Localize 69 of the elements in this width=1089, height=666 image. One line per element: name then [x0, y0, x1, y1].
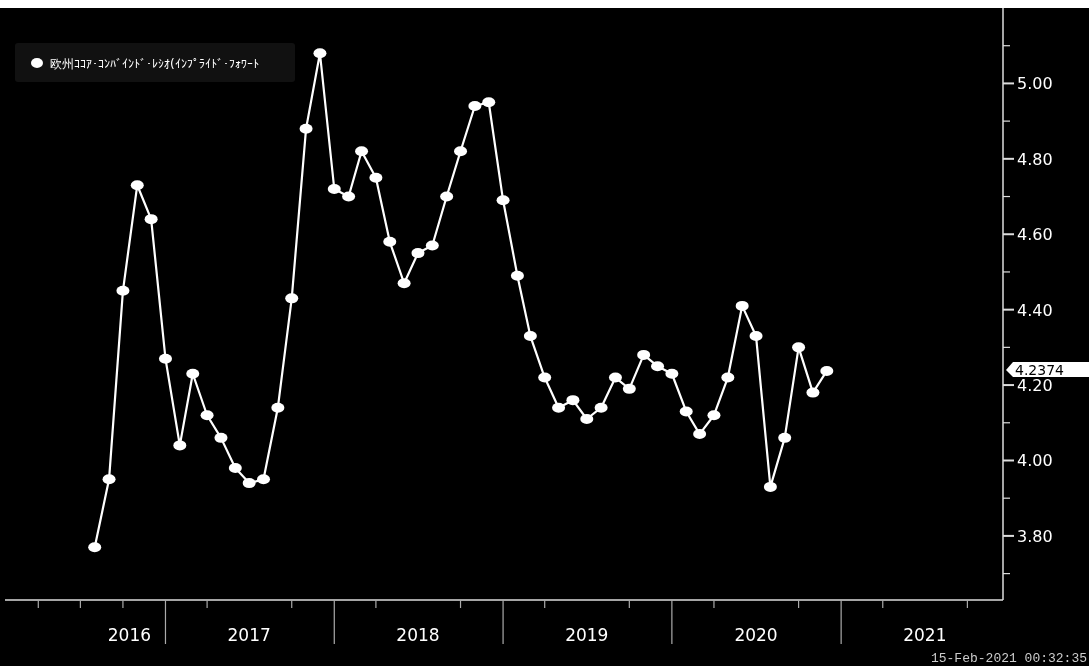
x-tick-label: 2016: [107, 625, 152, 645]
point: [523, 331, 537, 342]
point: [496, 195, 510, 206]
point: [763, 481, 777, 492]
y-tick-label: 4.20: [1017, 376, 1053, 396]
point: [594, 402, 608, 413]
point: [622, 383, 636, 394]
point: [369, 172, 383, 183]
point: [749, 331, 763, 342]
legend-label: 欧州ｺｺｱ･ｺﾝﾊﾞｲﾝﾄﾞ･ﾚｼｵ(ｲﾝﾌﾟﾗｲﾄﾞ･ﾌｫﾜｰﾄ: [50, 57, 259, 71]
point: [580, 414, 594, 425]
point: [313, 48, 327, 59]
point: [186, 368, 200, 379]
point: [440, 191, 454, 202]
point: [342, 191, 356, 202]
point: [214, 432, 228, 443]
point: [707, 410, 721, 421]
y-tick-label: 4.00: [1017, 451, 1053, 471]
point: [693, 429, 707, 440]
point: [285, 293, 299, 304]
point: [454, 146, 468, 157]
point: [665, 368, 679, 379]
x-tick-label: 2018: [396, 625, 440, 645]
point: [299, 123, 313, 134]
point: [482, 97, 496, 108]
point: [566, 395, 580, 406]
point: [228, 463, 242, 474]
x-tick-label: 2021: [903, 625, 947, 645]
y-tick-label: 4.80: [1017, 149, 1053, 169]
point: [257, 474, 271, 485]
point: [735, 300, 749, 311]
point: [792, 342, 806, 353]
point: [552, 402, 566, 413]
point: [510, 270, 524, 281]
point: [651, 361, 665, 372]
point: [468, 101, 482, 112]
point: [173, 440, 187, 451]
point: [806, 387, 820, 398]
point: [383, 236, 397, 247]
point: [778, 432, 792, 443]
point: [397, 278, 411, 289]
point: [820, 365, 834, 376]
point: [116, 285, 130, 296]
y-tick-label: 5.00: [1017, 74, 1053, 94]
point: [102, 474, 116, 485]
y-tick-label: 4.60: [1017, 225, 1053, 245]
x-tick-label: 2020: [734, 625, 778, 645]
point: [200, 410, 214, 421]
point: [608, 372, 622, 383]
point: [158, 353, 172, 364]
text: 4.2374: [1015, 361, 1065, 378]
text: 15-Feb-2021 00:32:35: [930, 651, 1087, 666]
x-tick-label: 2019: [565, 625, 609, 645]
point: [271, 402, 285, 413]
point: [88, 542, 102, 553]
point: [327, 183, 341, 194]
point: [538, 372, 552, 383]
point: [679, 406, 693, 417]
y-tick-label: 4.40: [1017, 300, 1053, 320]
x-tick-label: 2017: [227, 625, 271, 645]
point: [721, 372, 735, 383]
point: [130, 180, 144, 191]
point: [355, 146, 369, 157]
point: [242, 478, 256, 489]
point: [411, 248, 425, 259]
y-tick-label: 3.80: [1017, 526, 1053, 546]
point: [637, 349, 651, 360]
point: [425, 240, 439, 251]
point: [144, 214, 158, 225]
